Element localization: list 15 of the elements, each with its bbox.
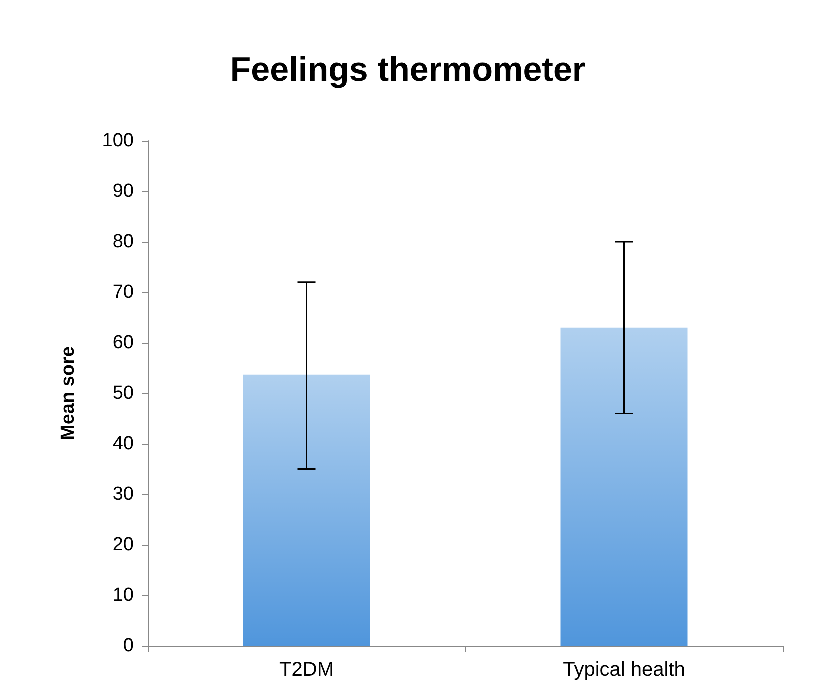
y-axis-title: Mean sore	[58, 346, 79, 440]
y-tick-label: 100	[102, 130, 134, 152]
y-tick-label: 0	[123, 636, 134, 656]
y-tick-label: 40	[112, 434, 134, 454]
y-tick-label: 80	[112, 232, 134, 252]
y-tick-label: 10	[112, 585, 134, 606]
y-tick-label: 70	[112, 282, 134, 303]
y-tick-label: 60	[112, 332, 134, 354]
y-tick-label: 30	[112, 484, 134, 505]
x-tick-label: T2DM	[280, 659, 334, 681]
y-tick-label: 20	[112, 534, 134, 556]
y-tick-label: 50	[112, 383, 134, 404]
y-tick-label: 90	[112, 181, 134, 202]
x-tick-label: Typical health	[563, 659, 686, 681]
chart-title: Feelings thermometer	[230, 51, 586, 89]
